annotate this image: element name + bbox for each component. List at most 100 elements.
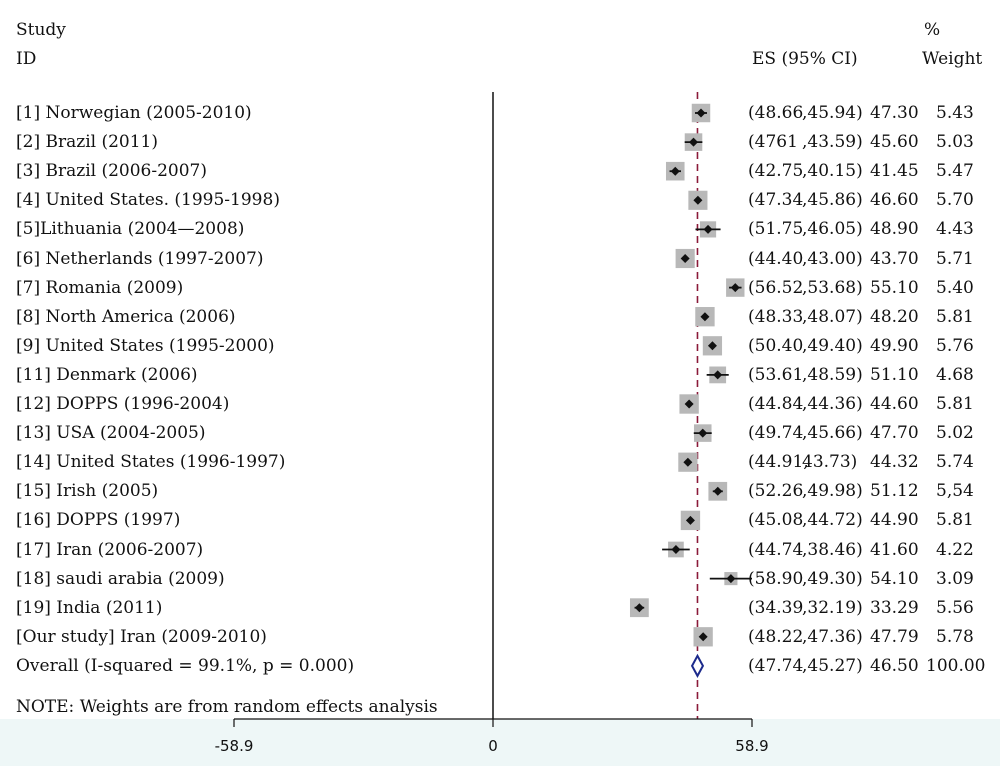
x-tick-label: 58.9 xyxy=(735,737,769,755)
ci-lower-text: ,38.46) xyxy=(802,539,863,560)
x-tick-label: -58.9 xyxy=(214,737,254,755)
weight-text: 5.81 xyxy=(936,394,974,414)
overall-weight-text: 100.00 xyxy=(926,655,986,676)
ci-upper-text: (45.08 xyxy=(748,510,804,531)
overall-ci-lower-text: ,45.27) xyxy=(802,655,863,676)
point-estimate xyxy=(671,545,681,554)
es-text: 46.60 xyxy=(870,190,919,211)
study-label: [16] DOPPS (1997) xyxy=(16,510,181,531)
ci-upper-text: (53.61 xyxy=(748,364,804,385)
point-estimate xyxy=(700,312,710,322)
point-estimate xyxy=(685,515,695,525)
ci-upper-text: (44.40 xyxy=(748,248,804,269)
ci-upper-text: (58.90 xyxy=(748,568,804,589)
x-tick-label: 0 xyxy=(488,737,498,755)
point-estimate xyxy=(713,370,723,380)
weight-text: 5.70 xyxy=(936,190,974,211)
point-estimate xyxy=(680,254,690,263)
study-label: [6] Netherlands (1997-2007) xyxy=(16,248,264,269)
study-label: [18] saudi arabia (2009) xyxy=(16,568,225,589)
ci-upper-text: (44.91, xyxy=(748,452,809,473)
weight-text: 5.71 xyxy=(936,248,974,269)
es-text: 45.60 xyxy=(870,132,919,153)
point-estimate xyxy=(634,603,644,613)
point-estimate xyxy=(707,341,717,351)
point-estimate xyxy=(670,166,680,176)
es-text: 41.60 xyxy=(870,539,919,560)
header-id: ID xyxy=(16,49,37,69)
x-axis-band xyxy=(0,719,1000,766)
ci-lower-text: ,47.36) xyxy=(802,626,863,647)
header-es-ci: ES (95% CI) xyxy=(752,49,858,69)
study-label: [12] DOPPS (1996-2004) xyxy=(16,394,230,414)
es-text: 51.12 xyxy=(870,481,919,502)
point-estimate xyxy=(698,428,708,438)
es-text: 48.20 xyxy=(870,306,919,327)
overall-diamond xyxy=(690,653,705,678)
study-label: [17] Iran (2006-2007) xyxy=(16,539,204,560)
header-study: Study xyxy=(16,20,66,40)
weight-text: 5.47 xyxy=(936,161,974,182)
point-estimate xyxy=(684,399,694,409)
es-text: 41.45 xyxy=(870,161,919,182)
study-label: [15] Irish (2005) xyxy=(16,481,159,502)
study-label: [11] Denmark (2006) xyxy=(16,364,198,385)
ci-upper-text: (56.52 xyxy=(748,277,804,298)
es-text: 43.70 xyxy=(870,248,919,269)
weight-text: 5.56 xyxy=(936,597,974,618)
study-label: [7] Romania (2009) xyxy=(16,277,184,298)
es-text: 54.10 xyxy=(870,568,919,589)
ci-lower-text: ,48.07) xyxy=(802,306,863,327)
es-text: 44.32 xyxy=(870,452,919,473)
study-label: [9] United States (1995-2000) xyxy=(16,335,275,356)
ci-lower-text: ,44.72) xyxy=(802,510,863,531)
study-label: [3] Brazil (2006-2007) xyxy=(16,161,208,182)
ci-upper-text: (48.66 xyxy=(748,103,804,123)
point-estimate xyxy=(730,283,740,293)
header-weight: Weight xyxy=(922,49,983,69)
es-text: 47.79 xyxy=(870,626,919,647)
ci-lower-text: ,48.59) xyxy=(802,364,863,385)
ci-upper-text: (51.75 xyxy=(748,219,804,240)
ci-lower-text: ,49.98) xyxy=(802,481,863,502)
point-estimate xyxy=(693,195,703,205)
ci-lower-text: ,49.40) xyxy=(802,335,863,356)
ci-lower-text: ,44.36) xyxy=(802,394,863,414)
point-estimate xyxy=(703,224,713,234)
es-text: 48.90 xyxy=(870,219,919,240)
study-label: [14] United States (1996-1997) xyxy=(16,452,286,473)
ci-lower-text: 43.73) xyxy=(802,452,858,473)
overall-label: Overall (I-squared = 99.1%, p = 0.000) xyxy=(16,655,355,676)
es-text: 55.10 xyxy=(870,277,919,298)
study-label: [1] Norwegian (2005-2010) xyxy=(16,103,252,123)
ci-upper-text: (48.22 xyxy=(748,626,804,647)
ci-lower-text: ,45.94) xyxy=(802,103,863,123)
point-estimate xyxy=(726,574,736,584)
ci-upper-text: (52.26 xyxy=(748,481,804,502)
ci-upper-text: (50.40 xyxy=(748,335,804,356)
ci-lower-text: ,46.05) xyxy=(802,219,863,240)
ci-upper-text: (49.74 xyxy=(748,423,804,444)
weight-text: 5.43 xyxy=(936,103,974,123)
study-label: [13] USA (2004-2005) xyxy=(16,423,206,444)
weight-text: 5.78 xyxy=(936,626,974,647)
ci-upper-text: (47.34 xyxy=(748,190,804,211)
weight-text: 5.81 xyxy=(936,510,974,531)
weight-text: 5.81 xyxy=(936,306,974,327)
ci-upper-text: (34.39 xyxy=(748,597,804,618)
point-estimate xyxy=(696,108,706,118)
ci-lower-text: ,45.86) xyxy=(802,190,863,211)
ci-lower-text: ,43.00) xyxy=(802,248,863,269)
ci-lower-text: ,53.68) xyxy=(802,277,863,298)
ci-lower-text: ,43.59) xyxy=(802,132,863,153)
point-estimate xyxy=(683,457,693,467)
ci-upper-text: (42.75 xyxy=(748,161,804,182)
es-text: 47.30 xyxy=(870,103,919,123)
point-estimate xyxy=(713,486,723,496)
ci-upper-text: (48.33 xyxy=(748,306,804,327)
ci-upper-text: (44.74 xyxy=(748,539,804,560)
weight-text: 4.68 xyxy=(936,364,974,385)
es-text: 49.90 xyxy=(870,335,919,356)
weight-text: 4.43 xyxy=(936,219,974,240)
